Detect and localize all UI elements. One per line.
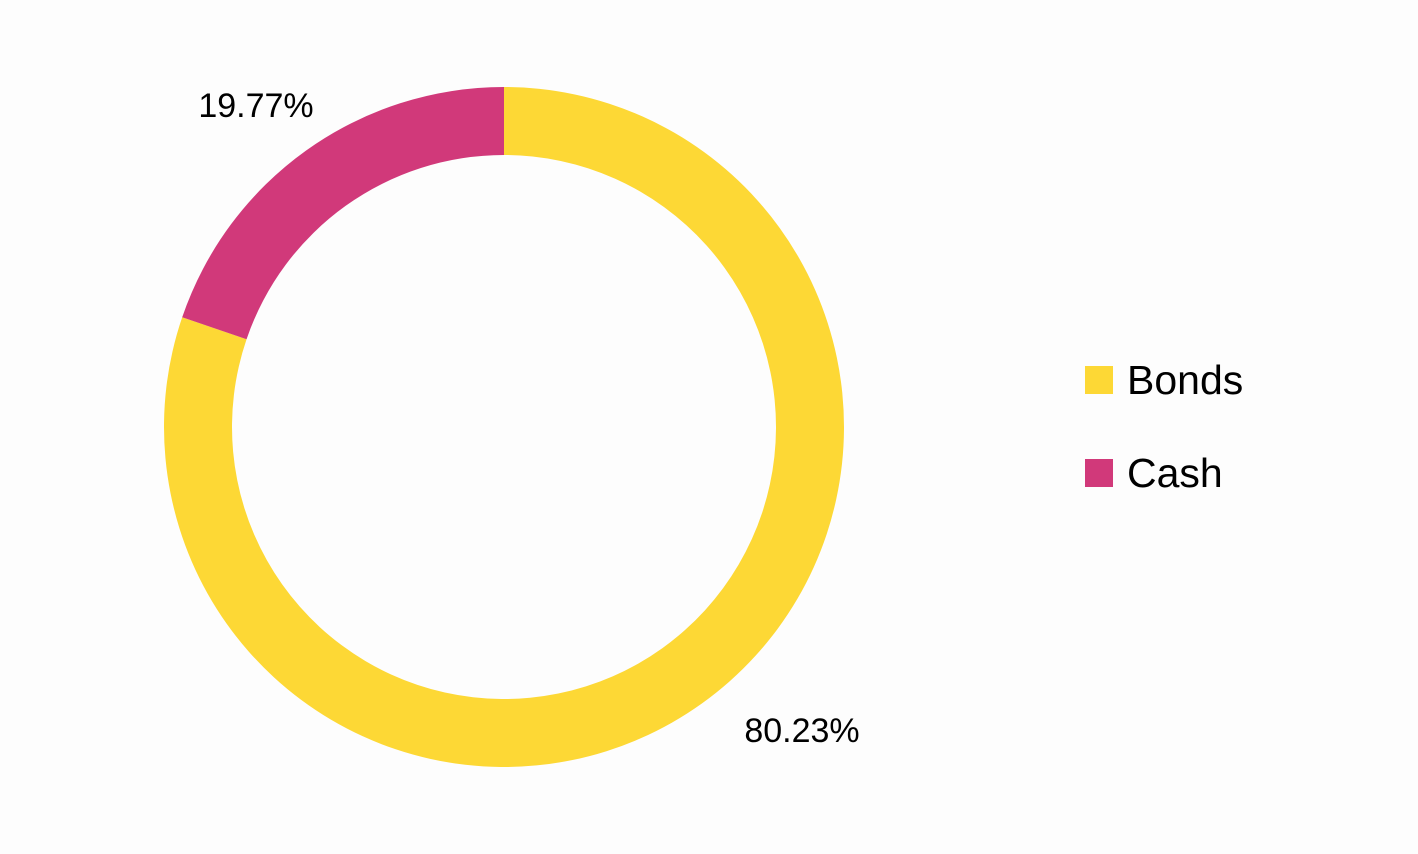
legend-swatch-cash	[1085, 459, 1113, 487]
donut-slices	[164, 87, 845, 767]
legend-item-cash: Cash	[1085, 445, 1243, 501]
chart-legend: Bonds Cash	[1085, 352, 1243, 538]
slice-label-bonds: 80.23%	[744, 712, 859, 750]
legend-swatch-bonds	[1085, 366, 1113, 394]
legend-label-bonds: Bonds	[1127, 357, 1244, 403]
slice-label-cash: 19.77%	[198, 87, 313, 125]
slice-labels: 80.23% 19.77%	[198, 87, 859, 750]
slice-cash	[182, 87, 504, 340]
legend-item-bonds: Bonds	[1085, 352, 1243, 408]
legend-label-cash: Cash	[1127, 450, 1223, 496]
